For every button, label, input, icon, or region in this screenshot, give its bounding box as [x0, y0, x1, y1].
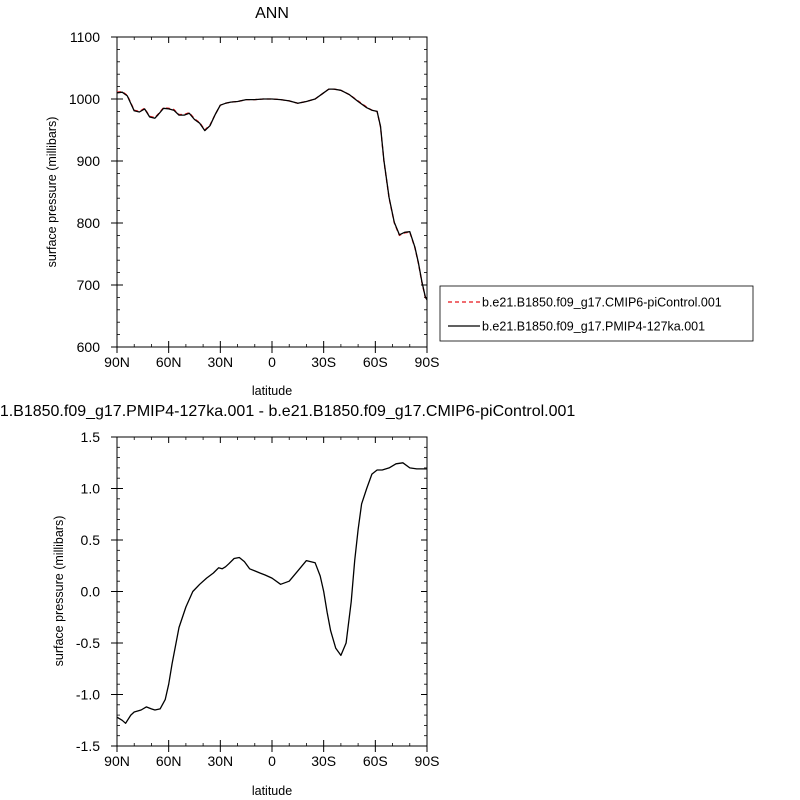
panel-1-x-tick-label-30s: 30S [311, 354, 336, 370]
panel-2-series [116, 462, 427, 724]
panel-1-series [116, 88, 428, 301]
panel-2-y-tick-label-neg1p0: -1.0 [76, 687, 100, 703]
panel-1-y-tick-label-700: 700 [77, 277, 101, 293]
panel-2-y-axis-title: surface pressure (millibars) [52, 516, 66, 667]
panel-2-x-tick-label-90s: 90S [415, 753, 440, 769]
panel-2-y-tick-label-neg1p5: -1.5 [76, 738, 100, 754]
panel-1-x-tick-labels: 90N 60N 30N 0 30S 60S 90S [104, 354, 439, 370]
panel-2-x-tick-label-30s: 30S [311, 753, 336, 769]
panel-2-x-tick-labels: 90N 60N 30N 0 30S 60S 90S [104, 753, 439, 769]
panel-1-title: ANN [255, 5, 289, 22]
panel-1-y-axis-title: surface pressure (millibars) [45, 117, 59, 268]
panel-2: b.e21.B1850.f09_g17.PMIP4-127ka.001 - b.… [0, 403, 575, 798]
legend-box [439, 285, 754, 342]
panel-1-y-tick-label-900: 900 [77, 153, 101, 169]
panel-2-x-tick-label-0: 0 [268, 753, 276, 769]
panel-2-x-axis-title: latitude [252, 784, 292, 798]
panel-1-x-axis-title: latitude [252, 384, 292, 398]
panel-2-y-tick-labels: -1.5 -1.0 -0.5 0.0 0.5 1.0 1.5 [76, 429, 100, 754]
panel-1: ANN 90N 60N 30N 0 30S 60S 90S 600 700 800 900 1000… [45, 5, 439, 398]
panel-2-tick-marks [111, 436, 428, 752]
panel-2-x-tick-label-30n: 30N [207, 753, 233, 769]
panel-2-y-tick-label-1p5: 1.5 [81, 429, 101, 445]
panel-1-y-tick-labels: 600 700 800 900 1000 1100 [69, 29, 100, 355]
panel-2-series-line-1 [116, 462, 427, 724]
panel-1-x-tick-label-60s: 60S [363, 354, 388, 370]
panel-1-tick-marks [111, 36, 428, 353]
panel-2-plot-frame [116, 436, 428, 747]
panel-1-plot-frame [116, 36, 428, 348]
panel-1-x-tick-label-90s: 90S [415, 354, 440, 370]
panel-2-x-tick-label-60n: 60N [156, 753, 182, 769]
panel-1-series-line-2 [116, 88, 428, 301]
legend-label-cmip6-picontrol: b.e21.B1850.f09_g17.CMIP6-piControl.001 [482, 296, 722, 310]
panel-2-y-tick-label-0p0: 0.0 [81, 584, 101, 600]
panel-1-x-tick-label-30n: 30N [207, 354, 233, 370]
legend: b.e21.B1850.f09_g17.CMIP6-piControl.001 … [439, 285, 754, 342]
panel-1-x-tick-label-90n: 90N [104, 354, 130, 370]
panel-2-title: b.e21.B1850.f09_g17.PMIP4-127ka.001 - b.… [0, 403, 575, 420]
legend-label-pmip4-127ka: b.e21.B1850.f09_g17.PMIP4-127ka.001 [482, 320, 705, 334]
panel-1-x-tick-label-60n: 60N [156, 354, 182, 370]
panel-2-x-tick-label-90n: 90N [104, 753, 130, 769]
panel-1-x-tick-label-0: 0 [268, 354, 276, 370]
panel-2-x-tick-label-60s: 60S [363, 753, 388, 769]
panel-1-y-tick-label-600: 600 [77, 339, 101, 355]
panel-2-y-tick-label-0p5: 0.5 [81, 532, 101, 548]
panel-2-y-tick-label-1p0: 1.0 [81, 481, 101, 497]
panel-2-y-tick-label-neg0p5: -0.5 [76, 635, 100, 651]
panel-1-y-tick-label-1100: 1100 [70, 29, 100, 45]
panel-1-y-tick-label-1000: 1000 [69, 91, 100, 107]
panel-1-y-tick-label-800: 800 [77, 215, 101, 231]
panel-1-series-line-1 [116, 88, 428, 301]
